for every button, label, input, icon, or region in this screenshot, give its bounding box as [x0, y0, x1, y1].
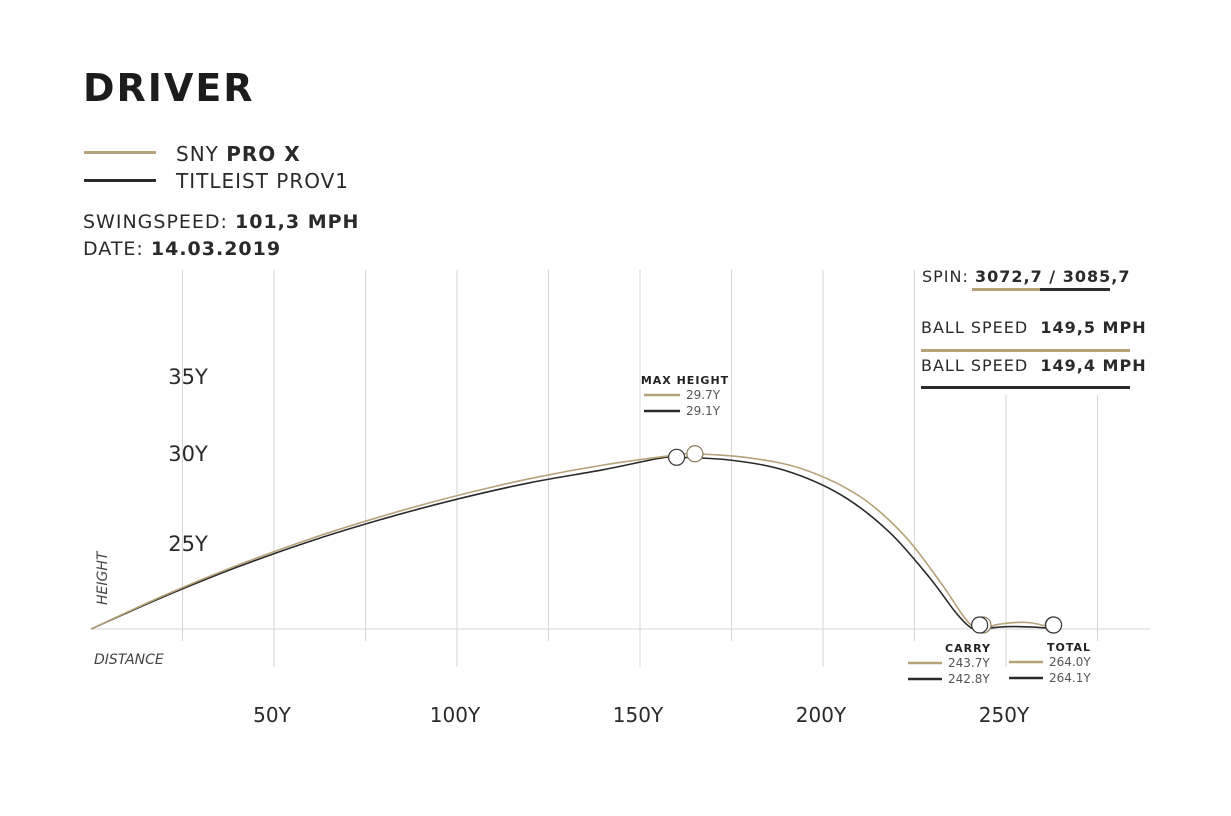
total-annotation-value: 264.1Y	[1049, 671, 1091, 685]
legend-entry-titleist: TITLEIST PROV1	[176, 169, 349, 193]
ball-speed-2-value: 149,4 MPH	[1040, 356, 1147, 375]
ball-speed-bar-titleist	[921, 386, 1130, 389]
legend-line-sny	[84, 151, 156, 154]
total-point	[1045, 616, 1063, 634]
x-tick-label: 200Y	[796, 703, 847, 727]
legend-line-titleist	[84, 179, 156, 182]
x-tick-label: 150Y	[613, 703, 664, 727]
x-tick-label: 100Y	[430, 703, 481, 727]
spin-bar-titleist	[1040, 288, 1110, 291]
y-tick-label: 35Y	[168, 365, 208, 389]
max_height-annotation-title: MAX HEIGHT	[641, 374, 729, 387]
x-tick-label: 250Y	[979, 703, 1030, 727]
total-annotation-title: TOTAL	[1047, 641, 1091, 654]
ball-speed-sny: BALL SPEED 149,5 MPH	[921, 318, 1147, 337]
x-axis-label: DISTANCE	[94, 652, 164, 668]
swingspeed-value: 101,3 MPH	[235, 211, 360, 233]
swingspeed: SWINGSPEED: 101,3 MPH	[83, 211, 359, 233]
max-height-point	[667, 448, 686, 466]
page-title: DRIVER	[83, 66, 255, 110]
spin-label: SPIN:	[922, 267, 969, 286]
chart-series	[90, 452, 1058, 630]
spin-value: 3072,7 / 3085,7	[974, 267, 1131, 286]
total-annotation-value: 264.0Y	[1049, 655, 1091, 669]
max_height-annotation-value: 29.1Y	[686, 404, 721, 418]
max_height-annotation-value: 29.7Y	[686, 388, 721, 402]
y-axis-label: HEIGHT	[95, 550, 111, 605]
ball-speed-bar-sny	[921, 349, 1130, 352]
ball-speed-titleist: BALL SPEED 149,4 MPH	[921, 356, 1147, 375]
date-value: 14.03.2019	[150, 238, 282, 260]
chart-labels: 50Y 100Y 150Y 200Y 250Y 25Y 30Y 35Y DISTANCE HEIG…	[94, 365, 1091, 727]
chart-markers	[667, 445, 1063, 634]
ball-speed-1-value: 149,5 MPH	[1040, 318, 1147, 337]
spin-stat: SPIN: 3072,7 / 3085,7	[922, 267, 1130, 286]
date-label: DATE:	[83, 238, 144, 260]
legend-sny-bold: PRO X	[226, 142, 301, 166]
carry-point	[971, 616, 989, 634]
legend-titleist-prefix: TITLEIST PROV1	[176, 169, 350, 193]
ball-speed-1-label: BALL SPEED	[921, 318, 1029, 337]
carry-annotation-value: 243.7Y	[948, 656, 990, 670]
carry-annotation-title: CARRY	[945, 642, 991, 655]
chart-grid	[91, 270, 1150, 667]
y-tick-label: 25Y	[168, 532, 208, 556]
swingspeed-label: SWINGSPEED:	[83, 211, 228, 233]
legend-entry-sny: SNY PRO X	[176, 142, 301, 166]
y-tick-label: 30Y	[168, 442, 208, 466]
spin-bar-sny	[972, 288, 1040, 291]
series-line	[90, 456, 1058, 630]
date: DATE: 14.03.2019	[83, 238, 281, 260]
legend-sny-prefix: SNY	[176, 142, 219, 166]
max-height-point	[686, 445, 704, 463]
series-line	[90, 452, 1058, 630]
carry-annotation-value: 242.8Y	[948, 672, 990, 686]
x-tick-label: 50Y	[253, 703, 291, 727]
ball-speed-2-label: BALL SPEED	[921, 356, 1029, 375]
